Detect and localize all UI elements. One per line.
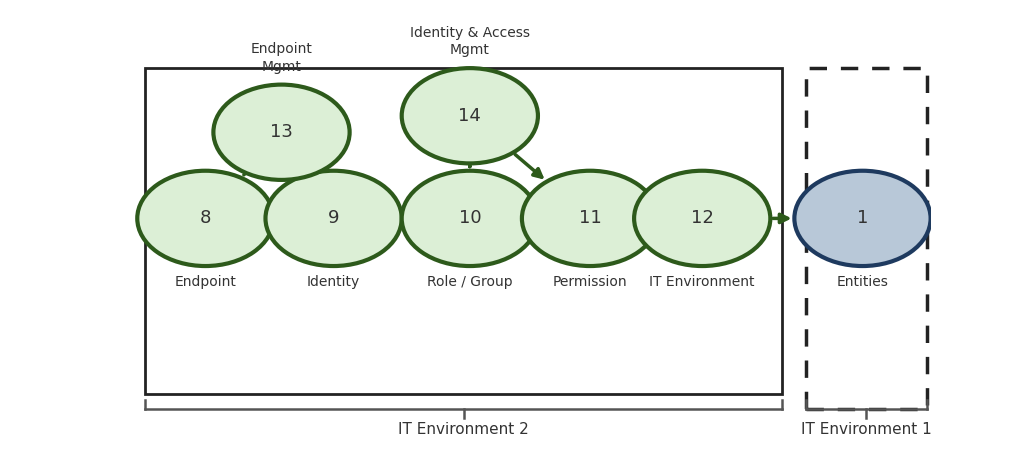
- Ellipse shape: [794, 171, 931, 266]
- Text: IT Environment 2: IT Environment 2: [398, 422, 529, 437]
- Text: 1: 1: [857, 209, 869, 228]
- Bar: [807, 68, 926, 409]
- Text: 12: 12: [691, 209, 713, 228]
- Ellipse shape: [266, 171, 401, 266]
- Text: Identity: Identity: [307, 275, 360, 289]
- Ellipse shape: [522, 171, 658, 266]
- Ellipse shape: [401, 171, 538, 266]
- Text: 8: 8: [200, 209, 211, 228]
- Text: 13: 13: [270, 123, 293, 141]
- Text: 10: 10: [458, 209, 481, 228]
- Ellipse shape: [634, 171, 770, 266]
- Text: IT Environment: IT Environment: [649, 275, 755, 289]
- Text: Role / Group: Role / Group: [427, 275, 513, 289]
- Text: Identity & Access
Mgmt: Identity & Access Mgmt: [409, 26, 529, 57]
- Text: 11: 11: [579, 209, 602, 228]
- Text: Endpoint: Endpoint: [175, 275, 237, 289]
- Ellipse shape: [138, 171, 273, 266]
- Bar: [145, 68, 783, 394]
- Text: 14: 14: [458, 107, 481, 125]
- Text: 9: 9: [328, 209, 339, 228]
- Ellipse shape: [213, 85, 349, 180]
- Text: Entities: Entities: [837, 275, 888, 289]
- Text: Endpoint
Mgmt: Endpoint Mgmt: [250, 42, 312, 74]
- Text: IT Environment 1: IT Environment 1: [801, 422, 932, 437]
- Ellipse shape: [401, 68, 538, 163]
- Text: Permission: Permission: [553, 275, 628, 289]
